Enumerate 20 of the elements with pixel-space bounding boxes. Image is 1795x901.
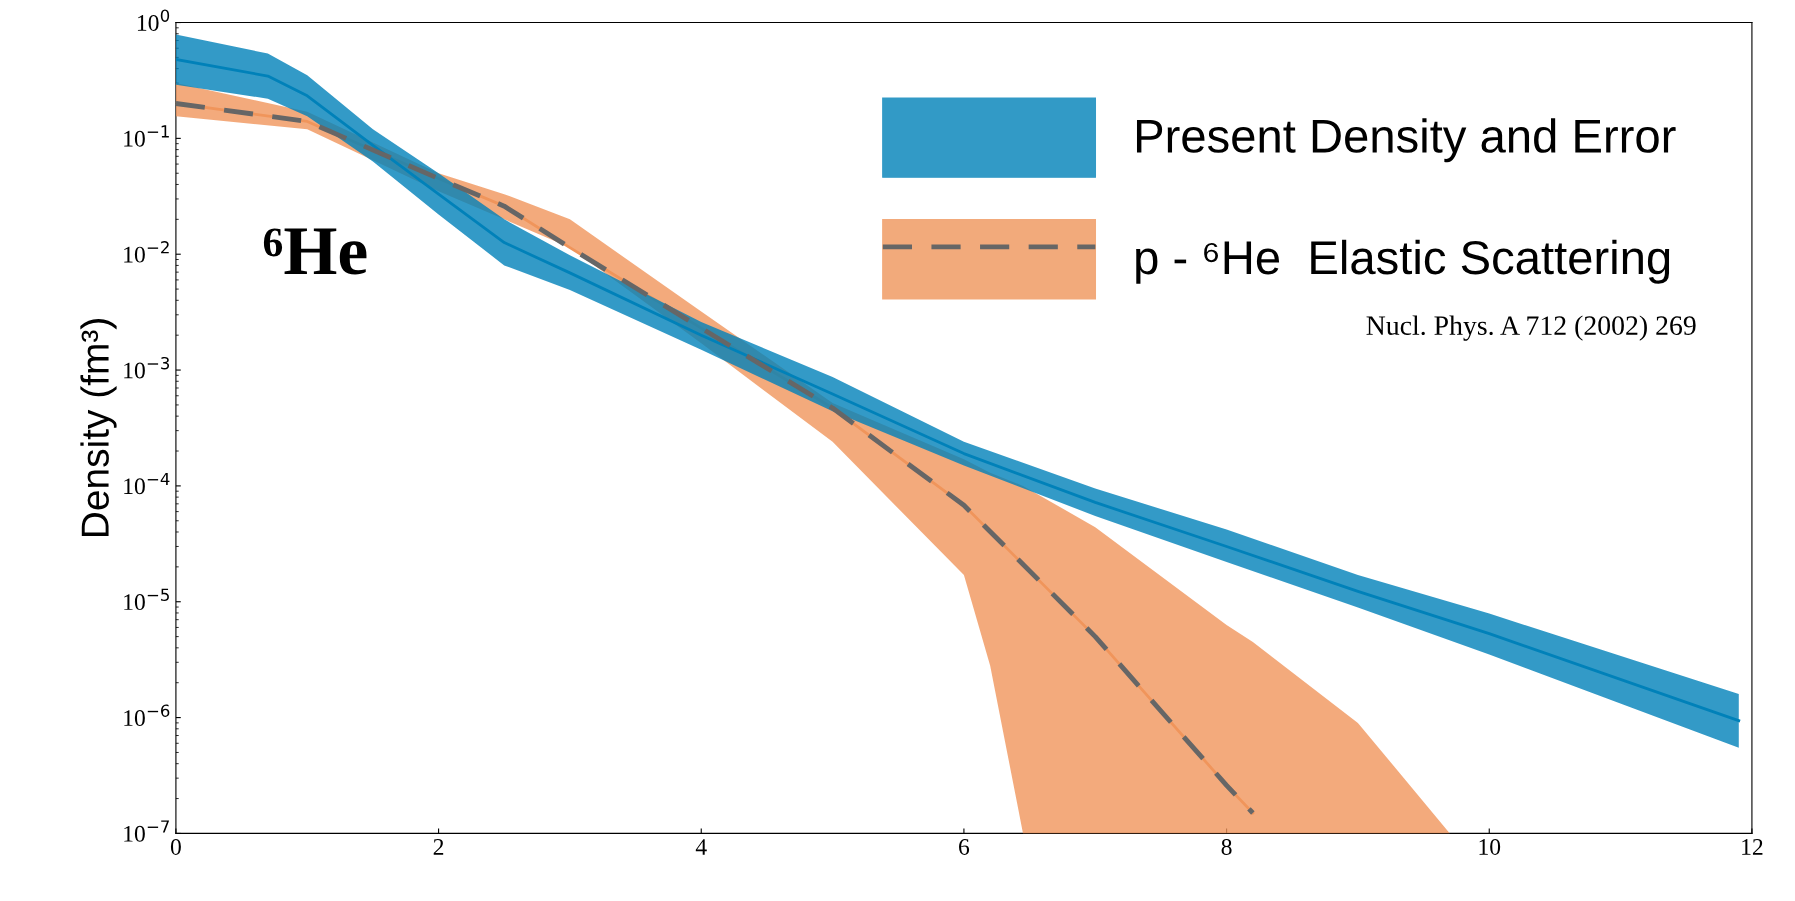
y-tick-label: 10$^{−3}$ (124, 356, 170, 379)
x-tick-label: 4 (695, 839, 707, 855)
y-tick-label: 10$^{−5}$ (124, 588, 169, 611)
x-tick-label: 6 (959, 839, 970, 855)
y-tick-label: 10$^{−2}$ (124, 241, 169, 263)
x-tick-label: 0 (170, 838, 181, 855)
y-tick-label: 10$^{−6}$ (124, 704, 170, 726)
x-tick-label: 12 (1742, 839, 1763, 855)
legend-label: Present Density and Error (1136, 118, 1676, 163)
y-tick-label: 10$^{−1}$ (124, 125, 169, 147)
x-tick-label: 10 (1479, 838, 1501, 855)
y-tick-label: 10$^{0}$ (137, 9, 170, 31)
annotation: ⁶He (263, 228, 367, 275)
x-tick-label: 2 (433, 839, 444, 855)
x-tick-label: 8 (1221, 838, 1232, 855)
y-tick-label: 10$^{−7}$ (124, 820, 169, 842)
y-tick-label: 10$^{−4}$ (124, 472, 170, 495)
legend-label: p - ⁶He Elastic Scattering (1136, 239, 1670, 284)
y-axis-title: Density (fm³) (80, 319, 117, 537)
annotation: Nucl. Phys. A 712 (2002) 269 (1366, 315, 1696, 341)
